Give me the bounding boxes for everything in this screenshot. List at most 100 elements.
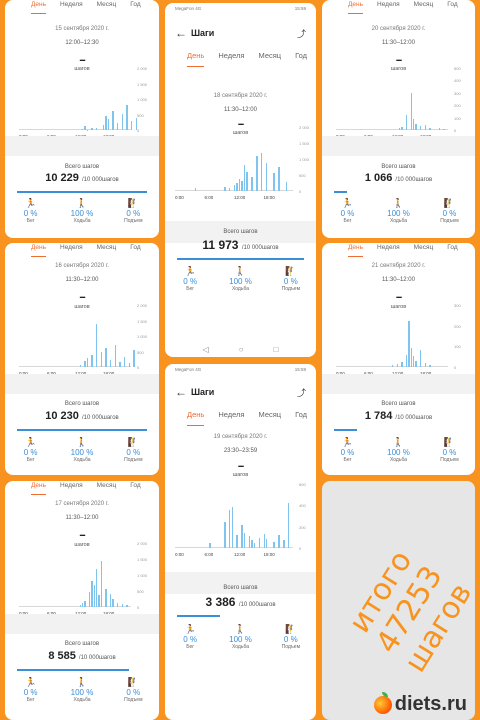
chart-bar[interactable] bbox=[105, 589, 107, 607]
chart-bar[interactable] bbox=[410, 92, 413, 130]
chart-bar[interactable] bbox=[84, 126, 86, 130]
chart-bar[interactable] bbox=[415, 123, 417, 130]
chart-bar[interactable] bbox=[121, 113, 124, 130]
chart-bar[interactable] bbox=[243, 165, 246, 191]
chart-bar[interactable] bbox=[135, 117, 138, 130]
chart-bar[interactable] bbox=[107, 118, 110, 130]
chart-bar[interactable] bbox=[273, 541, 275, 548]
tab-1[interactable]: Неделя bbox=[218, 410, 245, 419]
chart-bar[interactable] bbox=[415, 360, 417, 367]
share-icon[interactable]: ⤴ bbox=[296, 387, 306, 398]
chart-bar[interactable] bbox=[96, 568, 98, 607]
chart-bar[interactable] bbox=[89, 591, 91, 607]
tab-0[interactable]: День bbox=[187, 410, 205, 426]
chart-bar[interactable] bbox=[96, 323, 98, 367]
tab-2[interactable]: Месяц bbox=[258, 51, 282, 60]
chart-bar[interactable] bbox=[438, 128, 441, 130]
chart-bar[interactable] bbox=[110, 359, 112, 367]
tab-3[interactable]: Год bbox=[447, 244, 458, 251]
nav-recent-icon[interactable]: □ bbox=[273, 344, 279, 354]
nav-home-icon[interactable]: ○ bbox=[238, 344, 244, 354]
chart-bar[interactable] bbox=[231, 507, 233, 548]
tab-2[interactable]: Месяц bbox=[413, 1, 434, 8]
chart-bar[interactable] bbox=[285, 182, 288, 191]
chart-bar[interactable] bbox=[241, 524, 243, 548]
chart-bar[interactable] bbox=[105, 348, 107, 367]
chart-bar[interactable] bbox=[117, 122, 119, 130]
chart-bar[interactable] bbox=[261, 152, 263, 191]
chart-bar[interactable] bbox=[96, 127, 98, 130]
chart-bar[interactable] bbox=[263, 533, 265, 548]
tab-1[interactable]: Неделя bbox=[60, 482, 83, 489]
chart-bar[interactable] bbox=[112, 111, 114, 130]
back-arrow-icon[interactable]: ← bbox=[175, 385, 187, 399]
chart-bar[interactable] bbox=[256, 155, 258, 191]
chart-bar[interactable] bbox=[93, 585, 96, 607]
chart-bar[interactable] bbox=[82, 128, 84, 130]
chart-bar[interactable] bbox=[420, 349, 422, 367]
chart-bar[interactable] bbox=[91, 581, 93, 607]
chart-bar[interactable] bbox=[401, 362, 403, 367]
chart-bar[interactable] bbox=[229, 188, 231, 191]
tab-3[interactable]: Год bbox=[130, 244, 141, 251]
chart-bar[interactable] bbox=[110, 594, 112, 607]
chart-bar[interactable] bbox=[406, 354, 408, 367]
tab-1[interactable]: Неделя bbox=[377, 244, 400, 251]
chart-bar[interactable] bbox=[100, 352, 103, 367]
tab-0[interactable]: День bbox=[348, 0, 363, 14]
chart-bar[interactable] bbox=[246, 171, 248, 191]
chart-bar[interactable] bbox=[105, 116, 107, 130]
chart-bar[interactable] bbox=[79, 364, 82, 367]
chart-bar[interactable] bbox=[288, 503, 290, 548]
share-icon[interactable]: ⤴ bbox=[296, 28, 306, 39]
chart-bar[interactable] bbox=[429, 127, 431, 130]
tab-3[interactable]: Год bbox=[130, 1, 141, 8]
tab-0[interactable]: День bbox=[31, 243, 46, 257]
tab-2[interactable]: Месяц bbox=[96, 482, 117, 489]
chart-bar[interactable] bbox=[86, 358, 89, 367]
chart-bar[interactable] bbox=[84, 360, 86, 367]
tab-3[interactable]: Год bbox=[447, 1, 458, 8]
chart-bar[interactable] bbox=[91, 354, 93, 367]
chart-bar[interactable] bbox=[126, 605, 128, 607]
tab-3[interactable]: Год bbox=[130, 482, 141, 489]
tab-1[interactable]: Неделя bbox=[60, 1, 83, 8]
chart-bar[interactable] bbox=[413, 355, 415, 367]
tab-2[interactable]: Месяц bbox=[413, 244, 434, 251]
chart-bar[interactable] bbox=[401, 126, 403, 130]
chart-bar[interactable] bbox=[98, 595, 100, 607]
chart-bar[interactable] bbox=[251, 540, 253, 548]
chart-bar[interactable] bbox=[278, 166, 280, 191]
chart-bar[interactable] bbox=[413, 118, 415, 130]
chart-bar[interactable] bbox=[224, 522, 226, 548]
chart-bar[interactable] bbox=[234, 184, 236, 191]
chart-bar[interactable] bbox=[392, 365, 394, 367]
chart-bar[interactable] bbox=[236, 535, 238, 548]
chart-bar[interactable] bbox=[241, 180, 243, 191]
chart-bar[interactable] bbox=[265, 539, 268, 548]
chart-bar[interactable] bbox=[112, 599, 114, 607]
chart-bar[interactable] bbox=[100, 560, 103, 607]
tab-2[interactable]: Месяц bbox=[96, 244, 117, 251]
chart-bar[interactable] bbox=[91, 128, 93, 130]
back-arrow-icon[interactable]: ← bbox=[175, 26, 187, 40]
chart-bar[interactable] bbox=[103, 125, 105, 130]
chart-bar[interactable] bbox=[121, 604, 124, 607]
chart-bar[interactable] bbox=[236, 183, 238, 191]
chart-bar[interactable] bbox=[406, 114, 408, 130]
chart-bar[interactable] bbox=[273, 173, 275, 191]
tab-2[interactable]: Месяц bbox=[96, 1, 117, 8]
tab-0[interactable]: День bbox=[348, 243, 363, 257]
tab-1[interactable]: Неделя bbox=[218, 51, 245, 60]
chart-bar[interactable] bbox=[443, 128, 445, 130]
chart-bar[interactable] bbox=[424, 363, 427, 367]
chart-bar[interactable] bbox=[248, 536, 251, 548]
chart-bar[interactable] bbox=[128, 363, 131, 367]
chart-bar[interactable] bbox=[410, 348, 413, 367]
chart-bar[interactable] bbox=[283, 540, 285, 548]
tab-0[interactable]: День bbox=[187, 51, 205, 67]
chart-bar[interactable] bbox=[133, 349, 135, 367]
tab-1[interactable]: Неделя bbox=[377, 1, 400, 8]
chart-bar[interactable] bbox=[114, 344, 117, 367]
chart-bar[interactable] bbox=[258, 537, 260, 548]
